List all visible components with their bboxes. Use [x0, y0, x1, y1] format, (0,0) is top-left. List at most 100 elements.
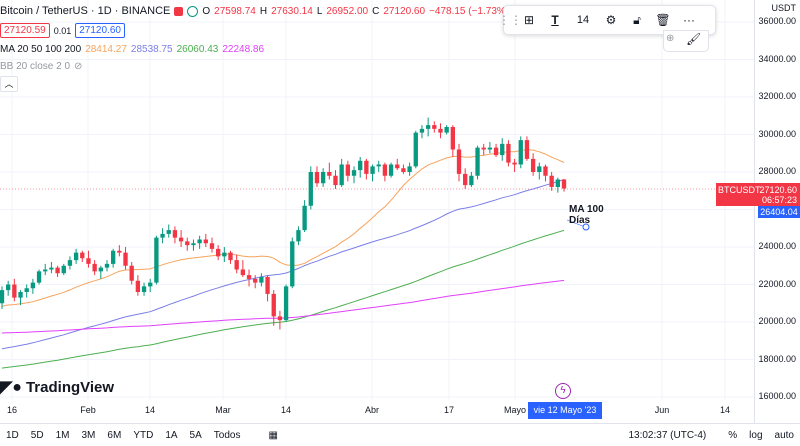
- open-value: 27598.74: [214, 5, 256, 17]
- lock-icon[interactable]: 🔓︎: [633, 12, 641, 27]
- candle-body: [24, 288, 29, 292]
- x-tick-label: Feb: [80, 405, 96, 415]
- more-icon[interactable]: ···: [683, 13, 695, 27]
- candle-body: [185, 241, 190, 246]
- candle-body: [246, 275, 252, 279]
- brush-icon[interactable]: 🖌︎: [686, 32, 702, 46]
- drawing-tool-extension: ⊕ 🖌︎: [663, 30, 709, 52]
- candle-body: [345, 164, 351, 176]
- ma100-value: 26060.43: [176, 44, 219, 55]
- chevron-up-icon: ︿: [4, 79, 14, 89]
- x-tick-label: 14: [719, 405, 731, 415]
- candle-body: [537, 166, 542, 172]
- candle-body: [135, 280, 141, 292]
- eye-hidden-icon[interactable]: ⊘: [74, 61, 83, 72]
- current-date-label: vie 12 Mayo '23: [528, 402, 602, 419]
- symbol-title[interactable]: Bitcoin / TetherUS · 1D · BINANCE: [0, 5, 171, 17]
- tradingview-logo[interactable]: ◤● TradingView: [0, 377, 114, 397]
- text-icon[interactable]: T: [551, 13, 559, 27]
- ma100-price-tag: 26404.04: [758, 206, 800, 218]
- lightning-icon[interactable]: ϟ: [555, 383, 571, 399]
- range-button-1m[interactable]: 1M: [55, 429, 70, 441]
- timezone-clock[interactable]: 13:02:37 (UTC-4): [628, 429, 707, 441]
- gear-icon[interactable]: ⚙: [605, 13, 617, 27]
- x-tick-label: 14: [144, 405, 156, 415]
- calendar-icon[interactable]: ▦: [268, 429, 278, 441]
- range-button-5a[interactable]: 5A: [189, 429, 202, 441]
- y-tick-label: 34000.00: [758, 53, 796, 64]
- drag-handle-icon[interactable]: ⋮⋮: [498, 13, 522, 27]
- auto-toggle[interactable]: auto: [774, 429, 794, 441]
- ma20-line: [1, 149, 565, 307]
- bb-indicator-label[interactable]: BB 20 close 2 0: [0, 61, 71, 72]
- last-price-tag: BTCUSDT 27120.60 06:57:23: [716, 183, 800, 206]
- candle-body: [265, 277, 270, 294]
- candle-body: [493, 147, 499, 156]
- y-tick-label: 36000.00: [758, 16, 796, 26]
- range-button-ytd[interactable]: YTD: [133, 429, 154, 441]
- candle-body: [148, 282, 153, 287]
- spread-value: 0.01: [53, 25, 72, 36]
- x-tick-label: Mayo: [503, 405, 527, 415]
- range-button-3m[interactable]: 3M: [81, 429, 96, 441]
- candle-body: [351, 170, 357, 176]
- x-tick-label: Mar: [215, 405, 231, 415]
- percent-toggle[interactable]: %: [728, 429, 738, 441]
- range-button-1d[interactable]: 1D: [6, 429, 19, 441]
- candle-body: [364, 160, 369, 174]
- candle-body: [203, 239, 208, 244]
- annotation-anchor[interactable]: [582, 223, 590, 231]
- candle-body: [425, 125, 431, 129]
- candle-body: [18, 292, 23, 298]
- log-toggle[interactable]: log: [749, 429, 763, 441]
- candle-body: [228, 252, 233, 261]
- candle-body: [555, 179, 560, 187]
- candle-body: [61, 265, 66, 274]
- ma100-annotation[interactable]: MA 100 Días: [569, 204, 604, 226]
- candle-body: [487, 147, 493, 150]
- candle-body: [339, 164, 344, 186]
- candle-body: [55, 267, 60, 274]
- candle-body: [549, 175, 554, 187]
- grid-plus-icon[interactable]: ⊞: [523, 13, 535, 27]
- sell-button[interactable]: 27120.59: [0, 23, 50, 38]
- candle-body: [518, 140, 523, 165]
- add-icon[interactable]: ⊕: [666, 33, 675, 44]
- range-button-1a[interactable]: 1A: [165, 429, 178, 441]
- candle-body: [6, 284, 11, 291]
- font-size-button[interactable]: 14: [576, 14, 590, 26]
- y-tick-label: 28000.00: [758, 166, 796, 176]
- candle-body: [222, 252, 227, 257]
- range-button-5d[interactable]: 5D: [30, 429, 44, 441]
- candle-body: [407, 166, 412, 172]
- candle-body: [172, 230, 178, 238]
- candle-body: [117, 250, 122, 253]
- candle-body: [314, 172, 320, 184]
- candle-body: [475, 147, 480, 176]
- candle-body: [530, 158, 536, 172]
- ma-indicator-label[interactable]: MA 20 50 100 200: [0, 44, 82, 55]
- candle-body: [154, 237, 159, 283]
- currency-label[interactable]: USDT: [771, 3, 797, 13]
- range-button-todos[interactable]: Todos: [213, 429, 241, 441]
- ma20-value: 28414.27: [85, 44, 127, 55]
- x-tick-label: 16: [6, 405, 18, 415]
- chart-grid: [0, 0, 755, 400]
- trash-icon[interactable]: 🗑︎: [655, 13, 671, 27]
- candle-body: [320, 172, 326, 184]
- candle-body: [543, 166, 548, 176]
- collapse-legend-button[interactable]: ︿: [0, 76, 18, 92]
- high-value: 27630.14: [271, 5, 313, 17]
- buy-button[interactable]: 27120.60: [75, 23, 125, 38]
- candle-body: [302, 205, 307, 231]
- candle-body: [73, 252, 79, 261]
- candle-body: [234, 260, 239, 270]
- ma100-line: [1, 229, 565, 369]
- range-button-6m[interactable]: 6M: [107, 429, 122, 441]
- x-tick-label: 14: [280, 405, 292, 415]
- close-value: 27120.60: [383, 5, 426, 17]
- ma200-value: 22248.86: [222, 44, 265, 55]
- candle-body: [283, 286, 289, 321]
- candle-body: [191, 243, 196, 246]
